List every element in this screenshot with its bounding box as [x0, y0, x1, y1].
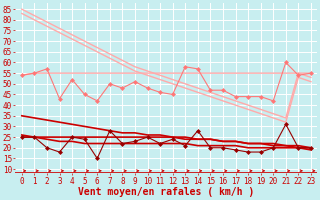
X-axis label: Vent moyen/en rafales ( km/h ): Vent moyen/en rafales ( km/h )	[78, 187, 254, 197]
